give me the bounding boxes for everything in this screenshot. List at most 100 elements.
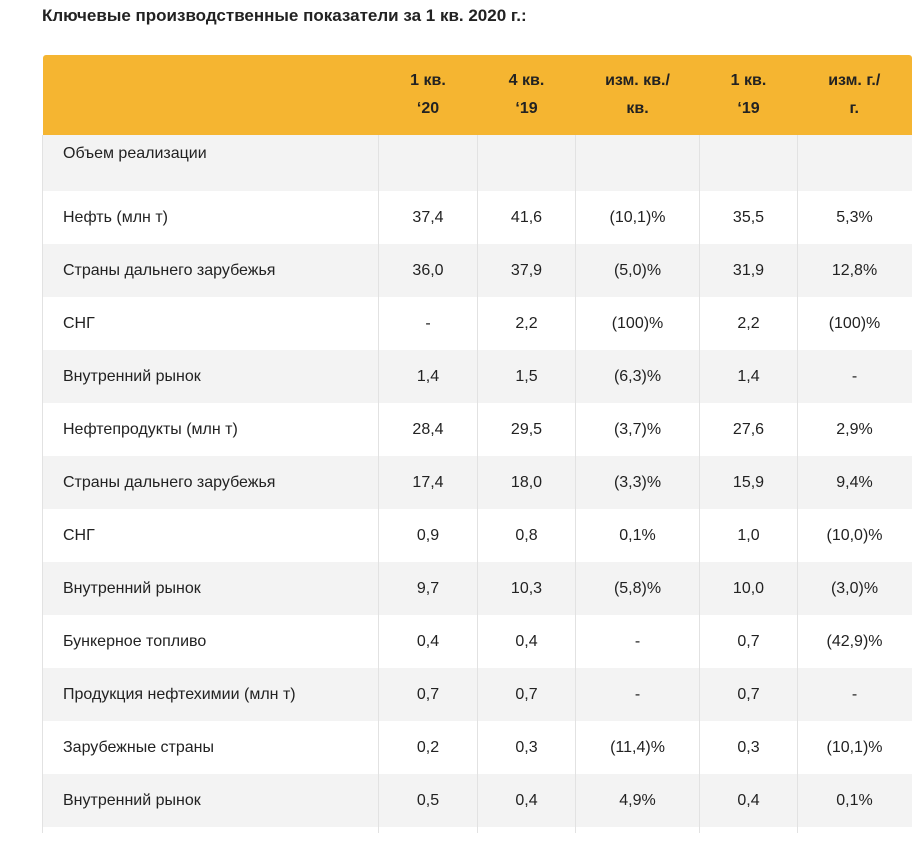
value-q1-2020: 37,4 bbox=[378, 191, 478, 244]
header-line-2: кв. bbox=[626, 100, 649, 117]
value-q1-2020: 0,5 bbox=[378, 774, 478, 827]
value-q1-2019: 35,5 bbox=[699, 191, 798, 244]
value-q4-2019: 41,6 bbox=[477, 191, 576, 244]
value-q1-2020: 0,2 bbox=[378, 721, 478, 774]
value-qoq-change: (6,3)% bbox=[575, 350, 700, 403]
value-q1-2019: 27,6 bbox=[699, 403, 798, 456]
value-yoy-change: - bbox=[797, 668, 912, 721]
row-label: СНГ bbox=[42, 509, 379, 562]
section-empty-cell bbox=[378, 135, 478, 191]
header-cell-label bbox=[42, 55, 379, 135]
value-q1-2019: 10,0 bbox=[699, 562, 798, 615]
value-qoq-change: (3,7)% bbox=[575, 403, 700, 456]
table-header-row: 1 кв. ‘20 4 кв. ‘19 изм. кв./ кв. 1 кв. … bbox=[42, 55, 912, 135]
row-label: Продукция нефтехимии (млн т) bbox=[42, 668, 379, 721]
table-row: Страны дальнего зарубежья 17,4 18,0 (3,3)% 1… bbox=[42, 456, 912, 509]
value-q4-2019: 0,8 bbox=[477, 509, 576, 562]
value-q4-2019: 37,9 bbox=[477, 244, 576, 297]
value-qoq-change: 4,9% bbox=[575, 774, 700, 827]
value-q4-2019: 0,7 bbox=[477, 668, 576, 721]
section-empty-cell bbox=[797, 135, 912, 191]
tail-cell bbox=[477, 827, 576, 833]
table-tail-row bbox=[42, 827, 912, 833]
section-empty-cell bbox=[699, 135, 798, 191]
section-label: Объем реализации bbox=[42, 135, 379, 191]
table-row: Нефть (млн т) 37,4 41,6 (10,1)% 35,5 5,3% bbox=[42, 191, 912, 244]
value-q1-2019: 15,9 bbox=[699, 456, 798, 509]
value-yoy-change: 2,9% bbox=[797, 403, 912, 456]
row-label: Нефть (млн т) bbox=[42, 191, 379, 244]
value-qoq-change: - bbox=[575, 615, 700, 668]
tail-cell bbox=[42, 827, 379, 833]
value-q4-2019: 1,5 bbox=[477, 350, 576, 403]
value-yoy-change: 12,8% bbox=[797, 244, 912, 297]
table-row: Внутренний рынок 1,4 1,5 (6,3)% 1,4- bbox=[42, 350, 912, 403]
table-row: Внутренний рынок 9,7 10,3 (5,8)% 10,0 (3,0)% bbox=[42, 562, 912, 615]
value-q4-2019: 18,0 bbox=[477, 456, 576, 509]
value-qoq-change: (100)% bbox=[575, 297, 700, 350]
header-line-2: ‘19 bbox=[737, 100, 760, 117]
row-label: Зарубежные страны bbox=[42, 721, 379, 774]
value-yoy-change: (3,0)% bbox=[797, 562, 912, 615]
kpi-table: 1 кв. ‘20 4 кв. ‘19 изм. кв./ кв. 1 кв. … bbox=[42, 55, 912, 833]
value-q1-2020: 17,4 bbox=[378, 456, 478, 509]
table-row: СНГ 0,9 0,8 0,1% 1,0 (10,0)% bbox=[42, 509, 912, 562]
value-q1-2020: 1,4 bbox=[378, 350, 478, 403]
value-qoq-change: (5,8)% bbox=[575, 562, 700, 615]
value-yoy-change: (100)% bbox=[797, 297, 912, 350]
tail-cell bbox=[797, 827, 912, 833]
table-row: Продукция нефтехимии (млн т) 0,7 0,7-0,7- bbox=[42, 668, 912, 721]
value-q1-2019: 1,0 bbox=[699, 509, 798, 562]
value-q1-2020: 0,4 bbox=[378, 615, 478, 668]
header-line-2: ‘19 bbox=[515, 100, 538, 117]
tail-cell bbox=[378, 827, 478, 833]
value-qoq-change: - bbox=[575, 668, 700, 721]
value-yoy-change: (10,0)% bbox=[797, 509, 912, 562]
section-row: Объем реализации bbox=[42, 135, 912, 191]
value-qoq-change: (10,1)% bbox=[575, 191, 700, 244]
row-label: Бункерное топливо bbox=[42, 615, 379, 668]
value-yoy-change: - bbox=[797, 350, 912, 403]
value-q1-2019: 0,7 bbox=[699, 615, 798, 668]
header-line-1: изм. г./ bbox=[828, 72, 881, 89]
value-q1-2019: 2,2 bbox=[699, 297, 798, 350]
header-cell-qoq-change: изм. кв./ кв. bbox=[575, 55, 700, 135]
value-q1-2020: 28,4 bbox=[378, 403, 478, 456]
row-label: Страны дальнего зарубежья bbox=[42, 456, 379, 509]
value-q1-2020: 9,7 bbox=[378, 562, 478, 615]
value-q4-2019: 10,3 bbox=[477, 562, 576, 615]
table-row: СНГ -2,2 (100)% 2,2 (100)% bbox=[42, 297, 912, 350]
table-row: Нефтепродукты (млн т) 28,4 29,5 (3,7)% 27,6 2… bbox=[42, 403, 912, 456]
value-q4-2019: 0,4 bbox=[477, 774, 576, 827]
value-q1-2020: 36,0 bbox=[378, 244, 478, 297]
row-label: Внутренний рынок bbox=[42, 774, 379, 827]
header-cell-yoy-change: изм. г./ г. bbox=[797, 55, 912, 135]
value-yoy-change: (42,9)% bbox=[797, 615, 912, 668]
header-line-1: 1 кв. bbox=[730, 72, 767, 89]
table-row: Внутренний рынок 0,5 0,4 4,9% 0,4 0,1% bbox=[42, 774, 912, 827]
section-empty-cell bbox=[477, 135, 576, 191]
value-q1-2020: 0,9 bbox=[378, 509, 478, 562]
value-q4-2019: 0,4 bbox=[477, 615, 576, 668]
header-cell-q1-2019: 1 кв. ‘19 bbox=[699, 55, 798, 135]
value-yoy-change: 0,1% bbox=[797, 774, 912, 827]
section-empty-cell bbox=[575, 135, 700, 191]
table-row: Страны дальнего зарубежья 36,0 37,9 (5,0)% 3… bbox=[42, 244, 912, 297]
value-qoq-change: (11,4)% bbox=[575, 721, 700, 774]
value-q1-2020: 0,7 bbox=[378, 668, 478, 721]
header-line-2: ‘20 bbox=[416, 100, 440, 117]
value-q4-2019: 29,5 bbox=[477, 403, 576, 456]
value-q4-2019: 0,3 bbox=[477, 721, 576, 774]
header-line-2: г. bbox=[849, 100, 859, 117]
value-q1-2019: 1,4 bbox=[699, 350, 798, 403]
value-q1-2019: 0,7 bbox=[699, 668, 798, 721]
row-label: Внутренний рынок bbox=[42, 562, 379, 615]
value-q1-2019: 0,3 bbox=[699, 721, 798, 774]
page-title: Ключевые производственные показатели за … bbox=[42, 6, 527, 25]
table-row: Зарубежные страны 0,2 0,3 (11,4)% 0,3 (10,1)% bbox=[42, 721, 912, 774]
header-line-1: изм. кв./ bbox=[605, 72, 670, 89]
row-label: Страны дальнего зарубежья bbox=[42, 244, 379, 297]
row-label: Внутренний рынок bbox=[42, 350, 379, 403]
row-label: Нефтепродукты (млн т) bbox=[42, 403, 379, 456]
value-yoy-change: 9,4% bbox=[797, 456, 912, 509]
